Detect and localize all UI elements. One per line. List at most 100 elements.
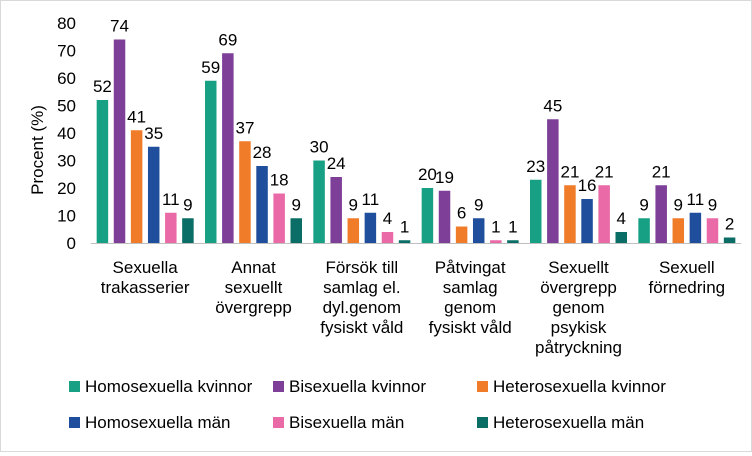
category-label: Annat [231, 258, 276, 277]
bar [165, 212, 177, 243]
bar [96, 100, 109, 243]
data-label: 37 [235, 118, 254, 137]
legend-label: Heterosexuella män [493, 413, 644, 432]
y-tick-label: 10 [57, 207, 76, 226]
category-label: genom [553, 298, 605, 317]
legend-swatch [69, 381, 80, 392]
y-tick-label: 50 [57, 97, 76, 116]
data-label: 74 [110, 17, 129, 36]
data-label: 18 [270, 171, 289, 190]
y-tick-label: 30 [57, 152, 76, 171]
data-label: 21 [595, 162, 614, 181]
data-label: 59 [201, 58, 220, 77]
category-label: påtryckning [535, 338, 622, 357]
bar [581, 199, 593, 243]
category-label: trakasserier [101, 278, 190, 297]
category-label: sexuellt [225, 278, 283, 297]
data-label: 28 [253, 143, 272, 162]
legend-swatch [273, 417, 284, 428]
data-label: 69 [218, 30, 237, 49]
bar [490, 240, 502, 243]
y-tick-label: 80 [57, 14, 76, 33]
bar [455, 226, 468, 243]
bar [313, 160, 325, 243]
x-axis: SexuellatrakasserierAnnatsexuelltövergre… [101, 258, 725, 357]
data-label: 41 [127, 107, 146, 126]
legend-swatch [477, 381, 488, 392]
data-label: 21 [652, 162, 671, 181]
bar [638, 218, 650, 243]
bar [290, 218, 302, 243]
data-label: 9 [474, 195, 483, 214]
data-label: 9 [349, 195, 358, 214]
y-axis-title: Procent (%) [28, 105, 47, 195]
category-label: samlag [443, 278, 498, 297]
bar [205, 80, 217, 243]
y-axis: 0 10 20 30 40 50 60 70 80 [57, 14, 76, 253]
data-label: 23 [526, 157, 545, 176]
data-label: 24 [327, 154, 346, 173]
category-label: fysiskt våld [429, 318, 512, 337]
category-label: psykisk [551, 318, 607, 337]
bar [398, 240, 411, 243]
bar [438, 190, 451, 243]
plot-area [91, 39, 741, 244]
category-label: övergrepp [540, 278, 617, 297]
legend-swatch [477, 417, 488, 428]
bar [507, 240, 519, 243]
bar [130, 130, 143, 243]
bar [564, 185, 576, 243]
bar [347, 218, 360, 243]
data-label: 6 [457, 204, 466, 223]
bar [421, 188, 434, 243]
bar [147, 146, 160, 243]
bar [706, 218, 719, 243]
data-label: 45 [543, 96, 562, 115]
bar [182, 218, 194, 243]
data-label: 11 [362, 190, 380, 209]
bar [330, 177, 342, 243]
data-label: 1 [491, 217, 500, 236]
data-label: 1 [400, 217, 409, 236]
category-label: dyl.genom [323, 298, 401, 317]
data-label: 4 [617, 209, 626, 228]
data-label: 21 [560, 162, 579, 181]
y-tick-label: 70 [57, 42, 76, 61]
bar [113, 39, 126, 243]
category-label: Sexuell [659, 258, 715, 277]
category-label: övergrepp [215, 298, 292, 317]
data-label: 9 [639, 195, 648, 214]
data-label: 9 [674, 195, 683, 214]
legend-label: Heterosexuella kvinnor [493, 377, 666, 396]
y-tick-label: 40 [57, 124, 76, 143]
data-label: 30 [310, 138, 329, 157]
bar [547, 119, 559, 243]
bar [381, 232, 394, 243]
data-label: 9 [708, 195, 717, 214]
data-label: 20 [418, 165, 437, 184]
category-label: Försök till [325, 258, 398, 277]
bar [723, 237, 736, 243]
data-label: 9 [183, 195, 192, 214]
category-label: samlag el. [323, 278, 400, 297]
bar [472, 218, 485, 243]
data-label: 35 [144, 124, 163, 143]
bar [364, 212, 377, 243]
y-tick-label: 0 [67, 234, 76, 253]
legend-swatch [69, 417, 80, 428]
legend-label: Bisexuella män [289, 413, 404, 432]
data-label: 11 [687, 190, 705, 209]
bar [615, 232, 627, 243]
data-label: 2 [725, 215, 734, 234]
data-label: 19 [435, 168, 454, 187]
legend-label: Homosexuella kvinnor [85, 377, 253, 396]
category-label: förnedring [649, 278, 726, 297]
bar [222, 53, 234, 243]
legend-label: Homosexuella män [85, 413, 231, 432]
category-label: fysiskt våld [320, 318, 403, 337]
category-label: Påtvingat [435, 258, 506, 277]
y-tick-label: 20 [57, 179, 76, 198]
legend-swatch [273, 381, 284, 392]
